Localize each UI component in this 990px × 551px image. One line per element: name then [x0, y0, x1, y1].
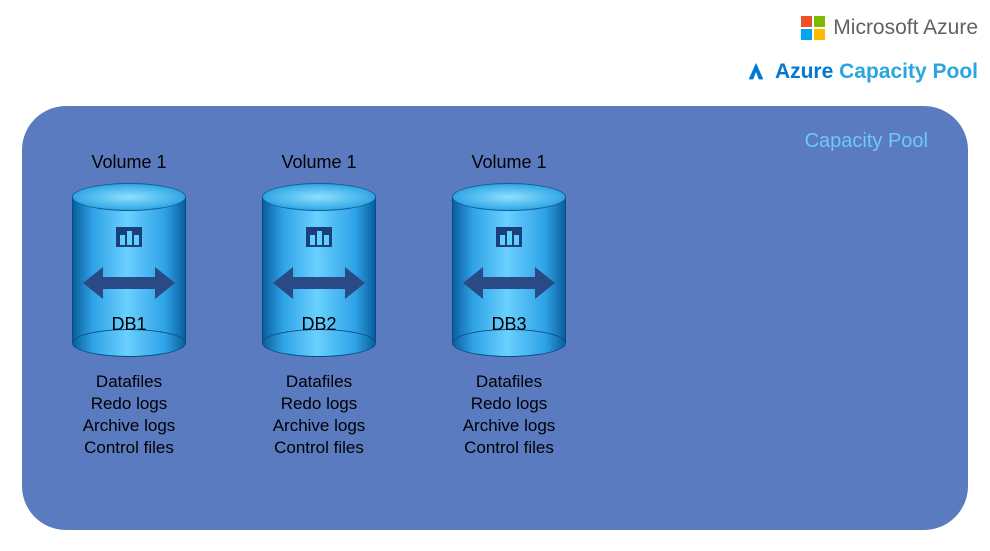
- netapp-icon: [496, 227, 522, 247]
- file-list-item: Archive logs: [463, 415, 556, 437]
- file-list: DatafilesRedo logsArchive logsControl fi…: [83, 371, 176, 459]
- volume-cylinder: DB3: [452, 183, 566, 357]
- file-list-item: Redo logs: [463, 393, 556, 415]
- azure-suffix: Capacity Pool: [833, 60, 978, 83]
- volume-column: Volume 1 DB2 DatafilesRedo logsArchive l…: [252, 152, 386, 459]
- db-label: DB1: [111, 314, 146, 335]
- file-list-item: Control files: [463, 437, 556, 459]
- cylinder-top: [72, 183, 186, 211]
- volume-title: Volume 1: [471, 152, 546, 173]
- capacity-pool-label: Capacity Pool: [805, 130, 928, 153]
- header-azure-product: Azure Capacity Pool: [745, 60, 978, 84]
- azure-icon: [745, 61, 767, 83]
- file-list-item: Control files: [83, 437, 176, 459]
- file-list-item: Redo logs: [273, 393, 366, 415]
- ms-logo-tr: [814, 16, 825, 27]
- header-azure-product-label: Azure Capacity Pool: [775, 60, 978, 84]
- file-list-item: Datafiles: [83, 371, 176, 393]
- volume-title: Volume 1: [281, 152, 356, 173]
- volume-title: Volume 1: [91, 152, 166, 173]
- file-list-item: Archive logs: [83, 415, 176, 437]
- ms-logo-tl: [801, 16, 812, 27]
- db-label: DB2: [301, 314, 336, 335]
- cylinder-top: [262, 183, 376, 211]
- volume-cylinder: DB1: [72, 183, 186, 357]
- diagram-canvas: Microsoft Azure Azure Capacity Pool Capa…: [0, 0, 990, 551]
- netapp-icon: [116, 227, 142, 247]
- file-list-item: Control files: [273, 437, 366, 459]
- file-list: DatafilesRedo logsArchive logsControl fi…: [463, 371, 556, 459]
- header-microsoft-label: Microsoft Azure: [833, 16, 978, 40]
- db-label: DB3: [491, 314, 526, 335]
- ms-logo-br: [814, 29, 825, 40]
- cylinder-top: [452, 183, 566, 211]
- file-list-item: Archive logs: [273, 415, 366, 437]
- volumes-row: Volume 1 DB1 DatafilesRedo logsArchive l…: [62, 152, 576, 459]
- resize-arrow-icon: [463, 265, 555, 301]
- header-microsoft: Microsoft Azure: [801, 16, 978, 40]
- ms-logo-bl: [801, 29, 812, 40]
- volume-cylinder: DB2: [262, 183, 376, 357]
- file-list-item: Datafiles: [273, 371, 366, 393]
- volume-column: Volume 1 DB3 DatafilesRedo logsArchive l…: [442, 152, 576, 459]
- file-list-item: Datafiles: [463, 371, 556, 393]
- resize-arrow-icon: [273, 265, 365, 301]
- microsoft-logo-icon: [801, 16, 825, 40]
- azure-prefix: Azure: [775, 60, 833, 83]
- netapp-icon: [306, 227, 332, 247]
- capacity-pool-box: Capacity Pool Volume 1 DB1 DatafilesRedo…: [22, 106, 968, 530]
- volume-column: Volume 1 DB1 DatafilesRedo logsArchive l…: [62, 152, 196, 459]
- file-list-item: Redo logs: [83, 393, 176, 415]
- file-list: DatafilesRedo logsArchive logsControl fi…: [273, 371, 366, 459]
- resize-arrow-icon: [83, 265, 175, 301]
